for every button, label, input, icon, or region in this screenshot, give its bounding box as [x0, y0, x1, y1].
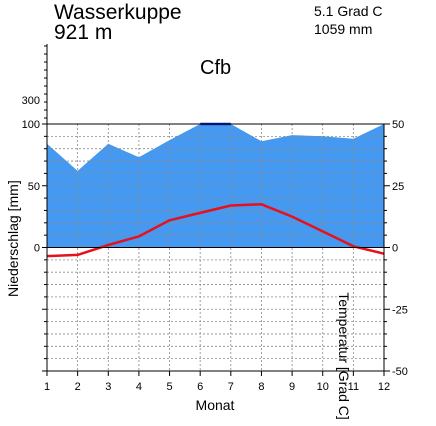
y-left-tick-label: 300: [22, 95, 40, 107]
y-left-tick-label: 0: [34, 243, 40, 255]
x-tick-label: 11: [348, 381, 359, 393]
x-tick-label: 1: [44, 381, 50, 393]
x-tick-label: 8: [258, 381, 264, 393]
annual-precipitation: 1059 mm: [314, 21, 373, 37]
station-elevation: 921 m: [54, 21, 113, 44]
y-left-tick-label: 100: [22, 119, 40, 131]
x-tick-label: 4: [136, 381, 142, 393]
x-tick-label: 9: [289, 381, 295, 393]
y-right-tick-label: 50: [392, 119, 404, 131]
x-axis-label: Monat: [195, 397, 235, 413]
y-axis-label-temperature: Temperatur [Grad C]: [336, 292, 352, 420]
y-right-tick-label: -25: [392, 304, 408, 316]
y-right-tick-label: 25: [392, 181, 404, 193]
x-tick-label: 5: [166, 381, 172, 393]
y-axis-label-precipitation: Niederschlag [mm]: [5, 180, 21, 297]
x-tick-label: 7: [228, 381, 234, 393]
y-left-tick-label: 50: [28, 181, 40, 193]
station-name: Wasserkuppe: [54, 1, 182, 24]
y-right-tick-label: -50: [392, 366, 408, 378]
y-right-tick-label: 0: [392, 243, 398, 255]
x-tick-label: 6: [197, 381, 203, 393]
x-tick-label: 10: [317, 381, 329, 393]
x-tick-label: 12: [378, 381, 390, 393]
temperature-line: [46, 203, 385, 258]
climate-class: Cfb: [200, 57, 232, 79]
mean-temperature: 5.1 Grad C: [314, 3, 383, 19]
x-tick-label: 2: [75, 381, 81, 393]
x-tick-label: 3: [105, 381, 111, 393]
